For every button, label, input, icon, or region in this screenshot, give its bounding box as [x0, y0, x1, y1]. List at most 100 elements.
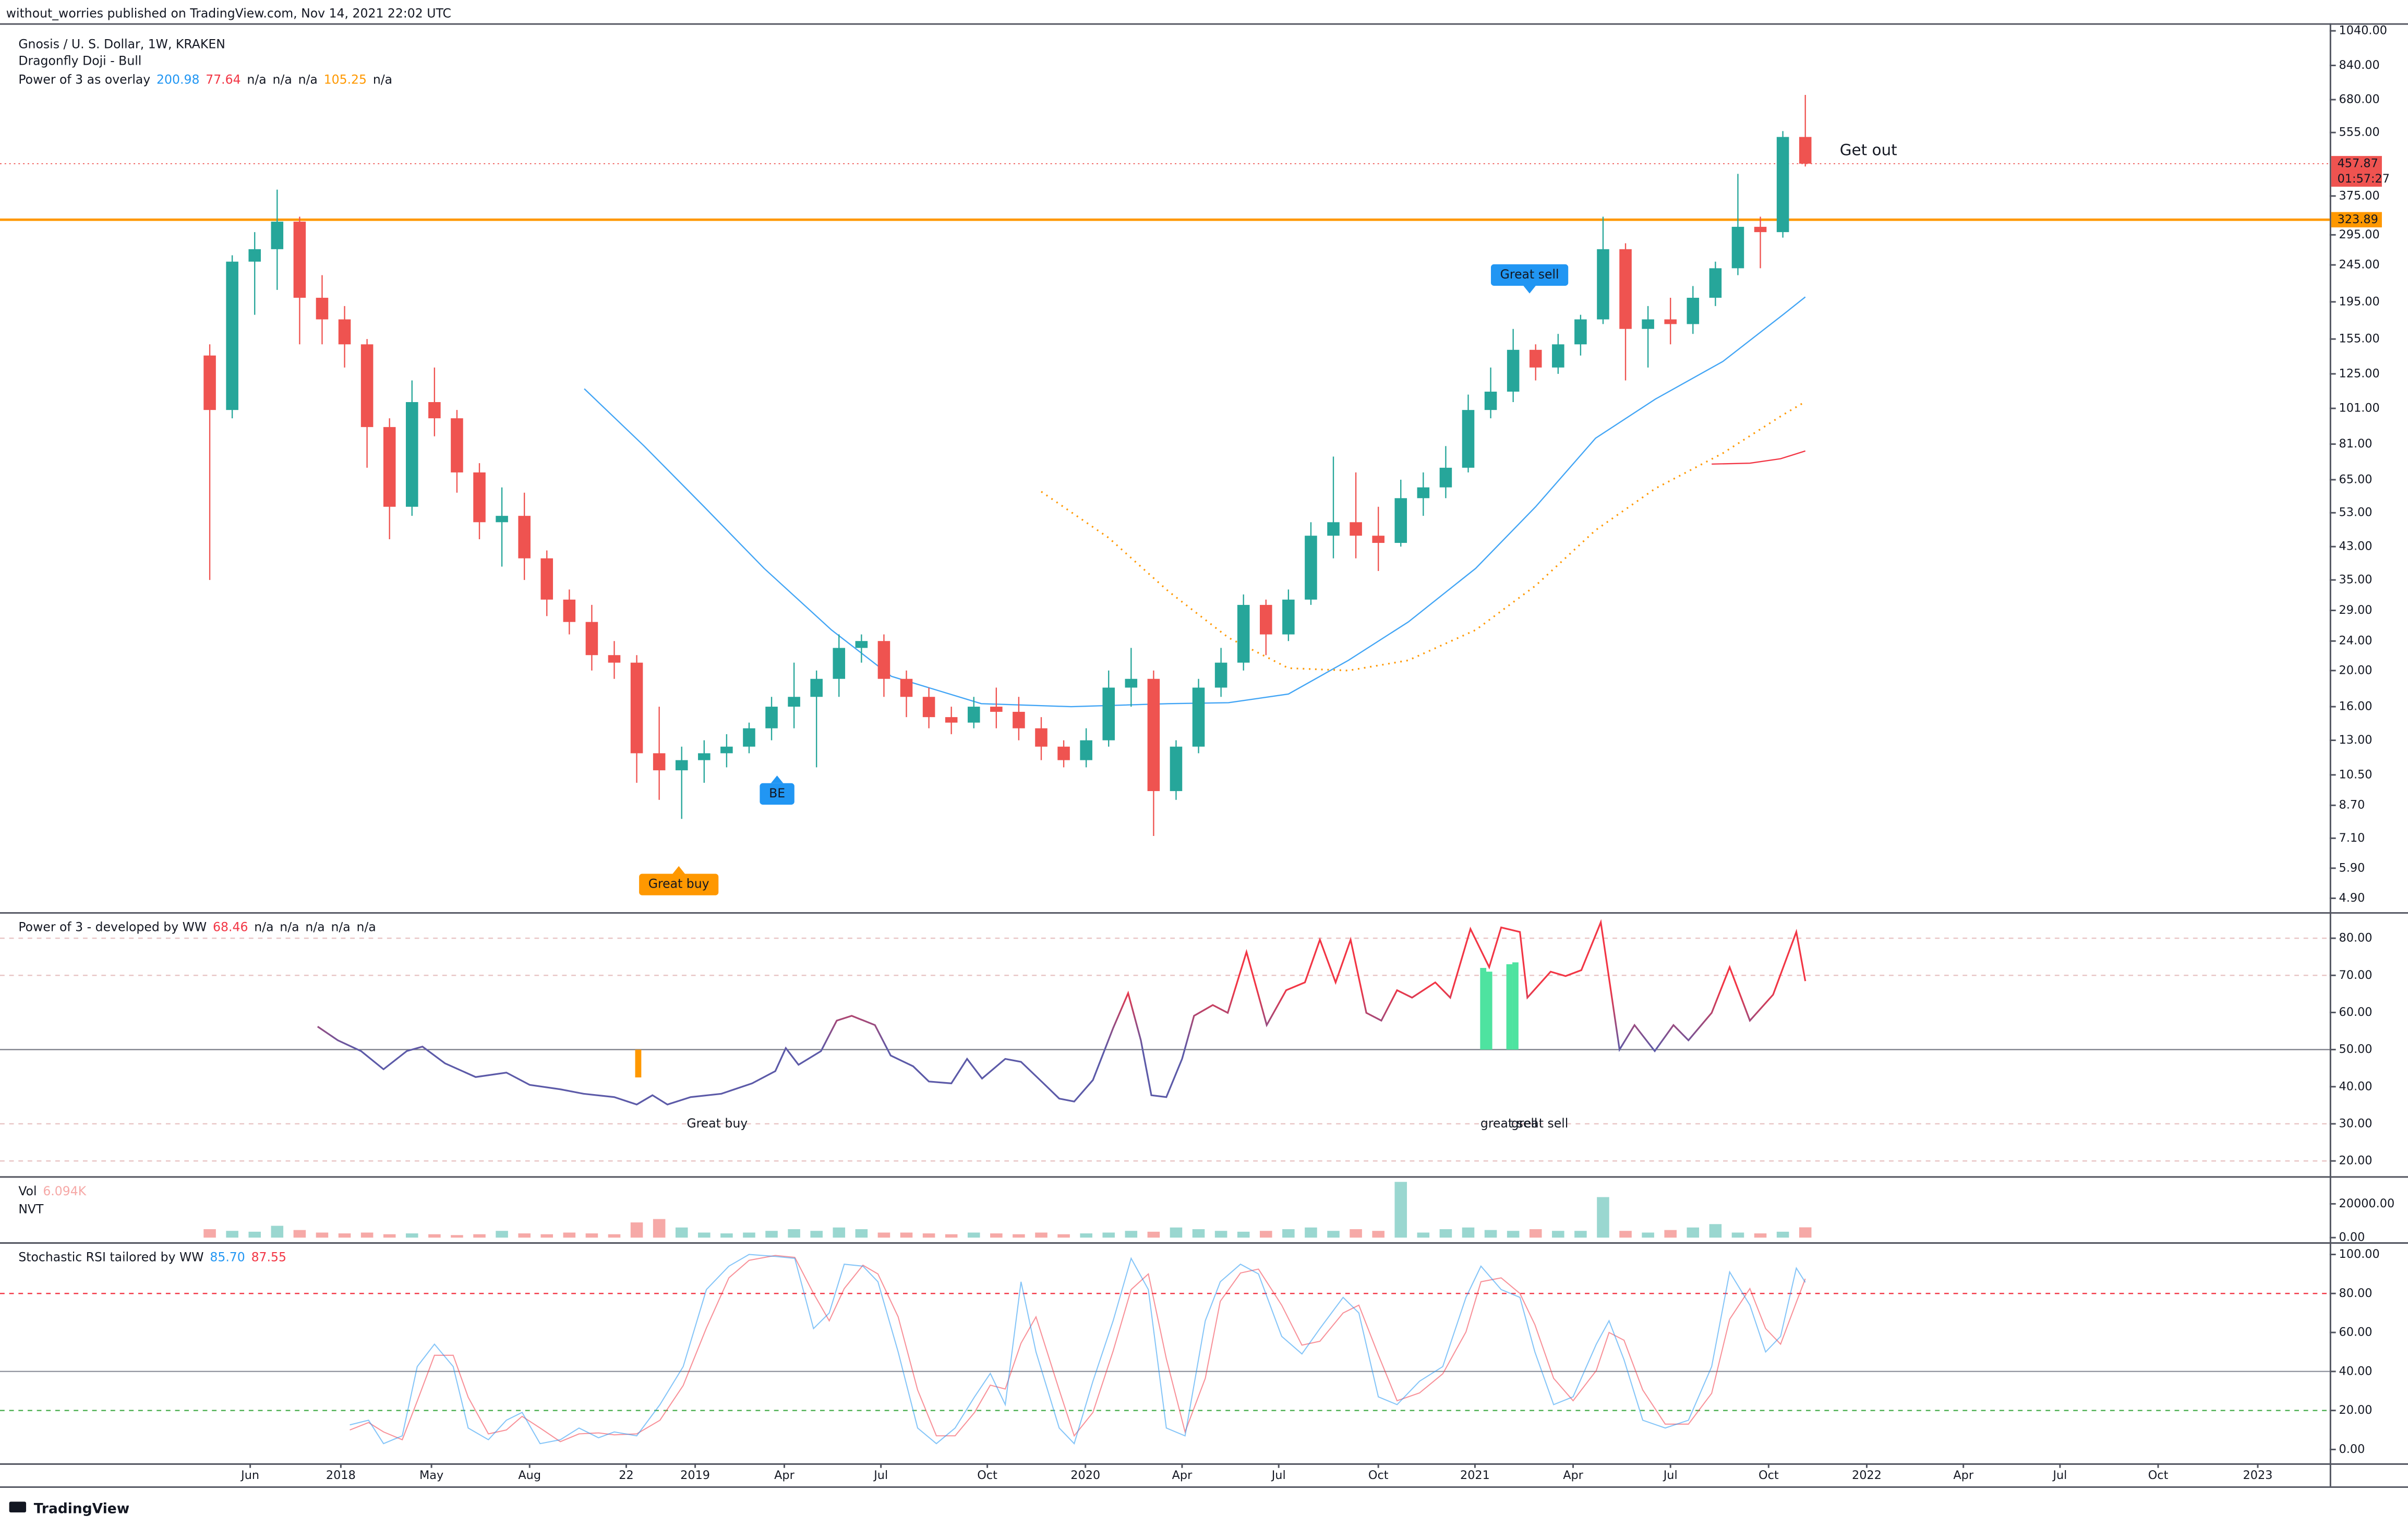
x-tick-label: Jul — [873, 1469, 888, 1482]
annotation-pointer — [672, 866, 685, 874]
volume-bar — [1776, 1231, 1789, 1238]
y-tick-label: 29.00 — [2339, 603, 2373, 617]
volume-bar — [406, 1233, 418, 1238]
last-price-label: 457.87 — [2338, 156, 2378, 170]
volume-bar — [1417, 1232, 1430, 1238]
volume-bar — [967, 1232, 980, 1238]
volume-bar — [1664, 1230, 1677, 1238]
candle-body — [518, 516, 531, 559]
y-tick-label: 50.00 — [2339, 1042, 2373, 1056]
x-tick-label: 2020 — [1070, 1469, 1100, 1482]
candle-body — [1013, 711, 1025, 729]
legend-value: n/a — [247, 72, 266, 87]
y-tick-label: 10.50 — [2339, 768, 2373, 781]
volume-bar — [1305, 1227, 1317, 1238]
candle-body — [1731, 226, 1744, 269]
legend-value: 68.46 — [213, 919, 248, 934]
annotation-box — [760, 783, 794, 805]
volume-bar — [338, 1233, 351, 1238]
y-tick-label: 60.00 — [2339, 1005, 2373, 1019]
y-tick-label: 0.00 — [2339, 1231, 2365, 1244]
candle-body — [967, 707, 980, 723]
y-tick-label: 20.00 — [2339, 1403, 2373, 1417]
legend-value: n/a — [254, 919, 273, 934]
legend: Vol 6.094K — [18, 1183, 86, 1198]
x-tick-label: Aug — [518, 1469, 541, 1482]
pane-title: Stochastic RSI tailored by WW — [18, 1250, 203, 1264]
candle-body — [1372, 536, 1384, 543]
candle-body — [1687, 297, 1700, 324]
y-tick-label: 7.10 — [2339, 831, 2365, 845]
candle-body — [1484, 391, 1497, 410]
legend-value: n/a — [280, 919, 299, 934]
logo: TradingView — [9, 1501, 129, 1517]
y-tick-label: 20.00 — [2339, 1154, 2373, 1168]
candle-body — [877, 641, 890, 679]
candle-body — [1799, 137, 1812, 164]
candle-body — [1282, 599, 1295, 635]
legend-value: n/a — [272, 72, 292, 87]
legend-value: 87.55 — [251, 1250, 286, 1264]
volume-bar — [428, 1234, 441, 1238]
y-tick-label: 20.00 — [2339, 663, 2373, 677]
candle-body — [1754, 226, 1767, 233]
volume-bar — [877, 1232, 890, 1238]
y-tick-label: 125.00 — [2339, 367, 2380, 380]
volume-bar — [1597, 1197, 1609, 1238]
candle-body — [1192, 687, 1205, 747]
frame — [0, 23, 2408, 1488]
candle-body — [1642, 319, 1654, 329]
candle-body — [271, 222, 284, 249]
candle-body — [1305, 536, 1317, 600]
y-tick-label: 60.00 — [2339, 1326, 2373, 1339]
annotation-text: BE — [769, 786, 785, 801]
y-tick-label: 65.00 — [2339, 472, 2373, 486]
volume-bar — [1574, 1231, 1587, 1238]
volume-bar — [1529, 1229, 1542, 1238]
volume-bar — [900, 1232, 913, 1238]
volume-bar — [271, 1226, 284, 1238]
y-tick-label: 295.00 — [2339, 228, 2380, 241]
annotation-box — [639, 874, 719, 895]
pane-title: Power of 3 - developed by WW — [18, 919, 207, 934]
y-tick-label: 53.00 — [2339, 506, 2373, 519]
x-tick-label: Apr — [1953, 1469, 1973, 1482]
annotation: Great sell — [1490, 264, 1569, 294]
volume-bar — [990, 1233, 1003, 1238]
overlay-line — [1712, 450, 1806, 465]
x-tick-label: Oct — [1368, 1469, 1389, 1482]
candle-body — [383, 427, 396, 507]
volume-bar — [675, 1227, 688, 1238]
y-tick-label: 16.00 — [2339, 700, 2373, 713]
signal-bar — [1486, 972, 1492, 1050]
candle-body — [451, 418, 463, 472]
y-tick-label: 555.00 — [2339, 126, 2380, 139]
candle-body — [1664, 319, 1677, 324]
candle-body — [900, 678, 913, 697]
candle-body — [1462, 410, 1475, 468]
x-tick-label: Apr — [1563, 1469, 1583, 1482]
volume-bar — [1214, 1231, 1227, 1238]
header: without_worries published on TradingView… — [6, 6, 451, 20]
legend: Power of 3 as overlay 200.98 77.64 n/a n/a n/… — [18, 72, 392, 87]
volume-bar — [451, 1235, 463, 1238]
y-tick-label: 40.00 — [2339, 1080, 2373, 1093]
candle-body — [630, 662, 643, 754]
candle-body — [203, 355, 216, 410]
volume-bar — [540, 1234, 553, 1238]
legend-value: 85.70 — [210, 1250, 245, 1264]
candle-body — [1394, 498, 1407, 543]
x-tick-label: 2023 — [2243, 1469, 2273, 1482]
volume-bar — [1350, 1229, 1362, 1238]
volume-bar — [1260, 1231, 1272, 1238]
signal-bar — [635, 1049, 642, 1078]
candle-body — [855, 641, 868, 648]
volume-bar — [765, 1231, 778, 1238]
signal-bar — [1480, 968, 1487, 1050]
legend-value: n/a — [331, 919, 350, 934]
x-tick-label: Oct — [1759, 1469, 1779, 1482]
volume-bar — [1237, 1231, 1250, 1238]
candle-body — [1552, 344, 1564, 368]
